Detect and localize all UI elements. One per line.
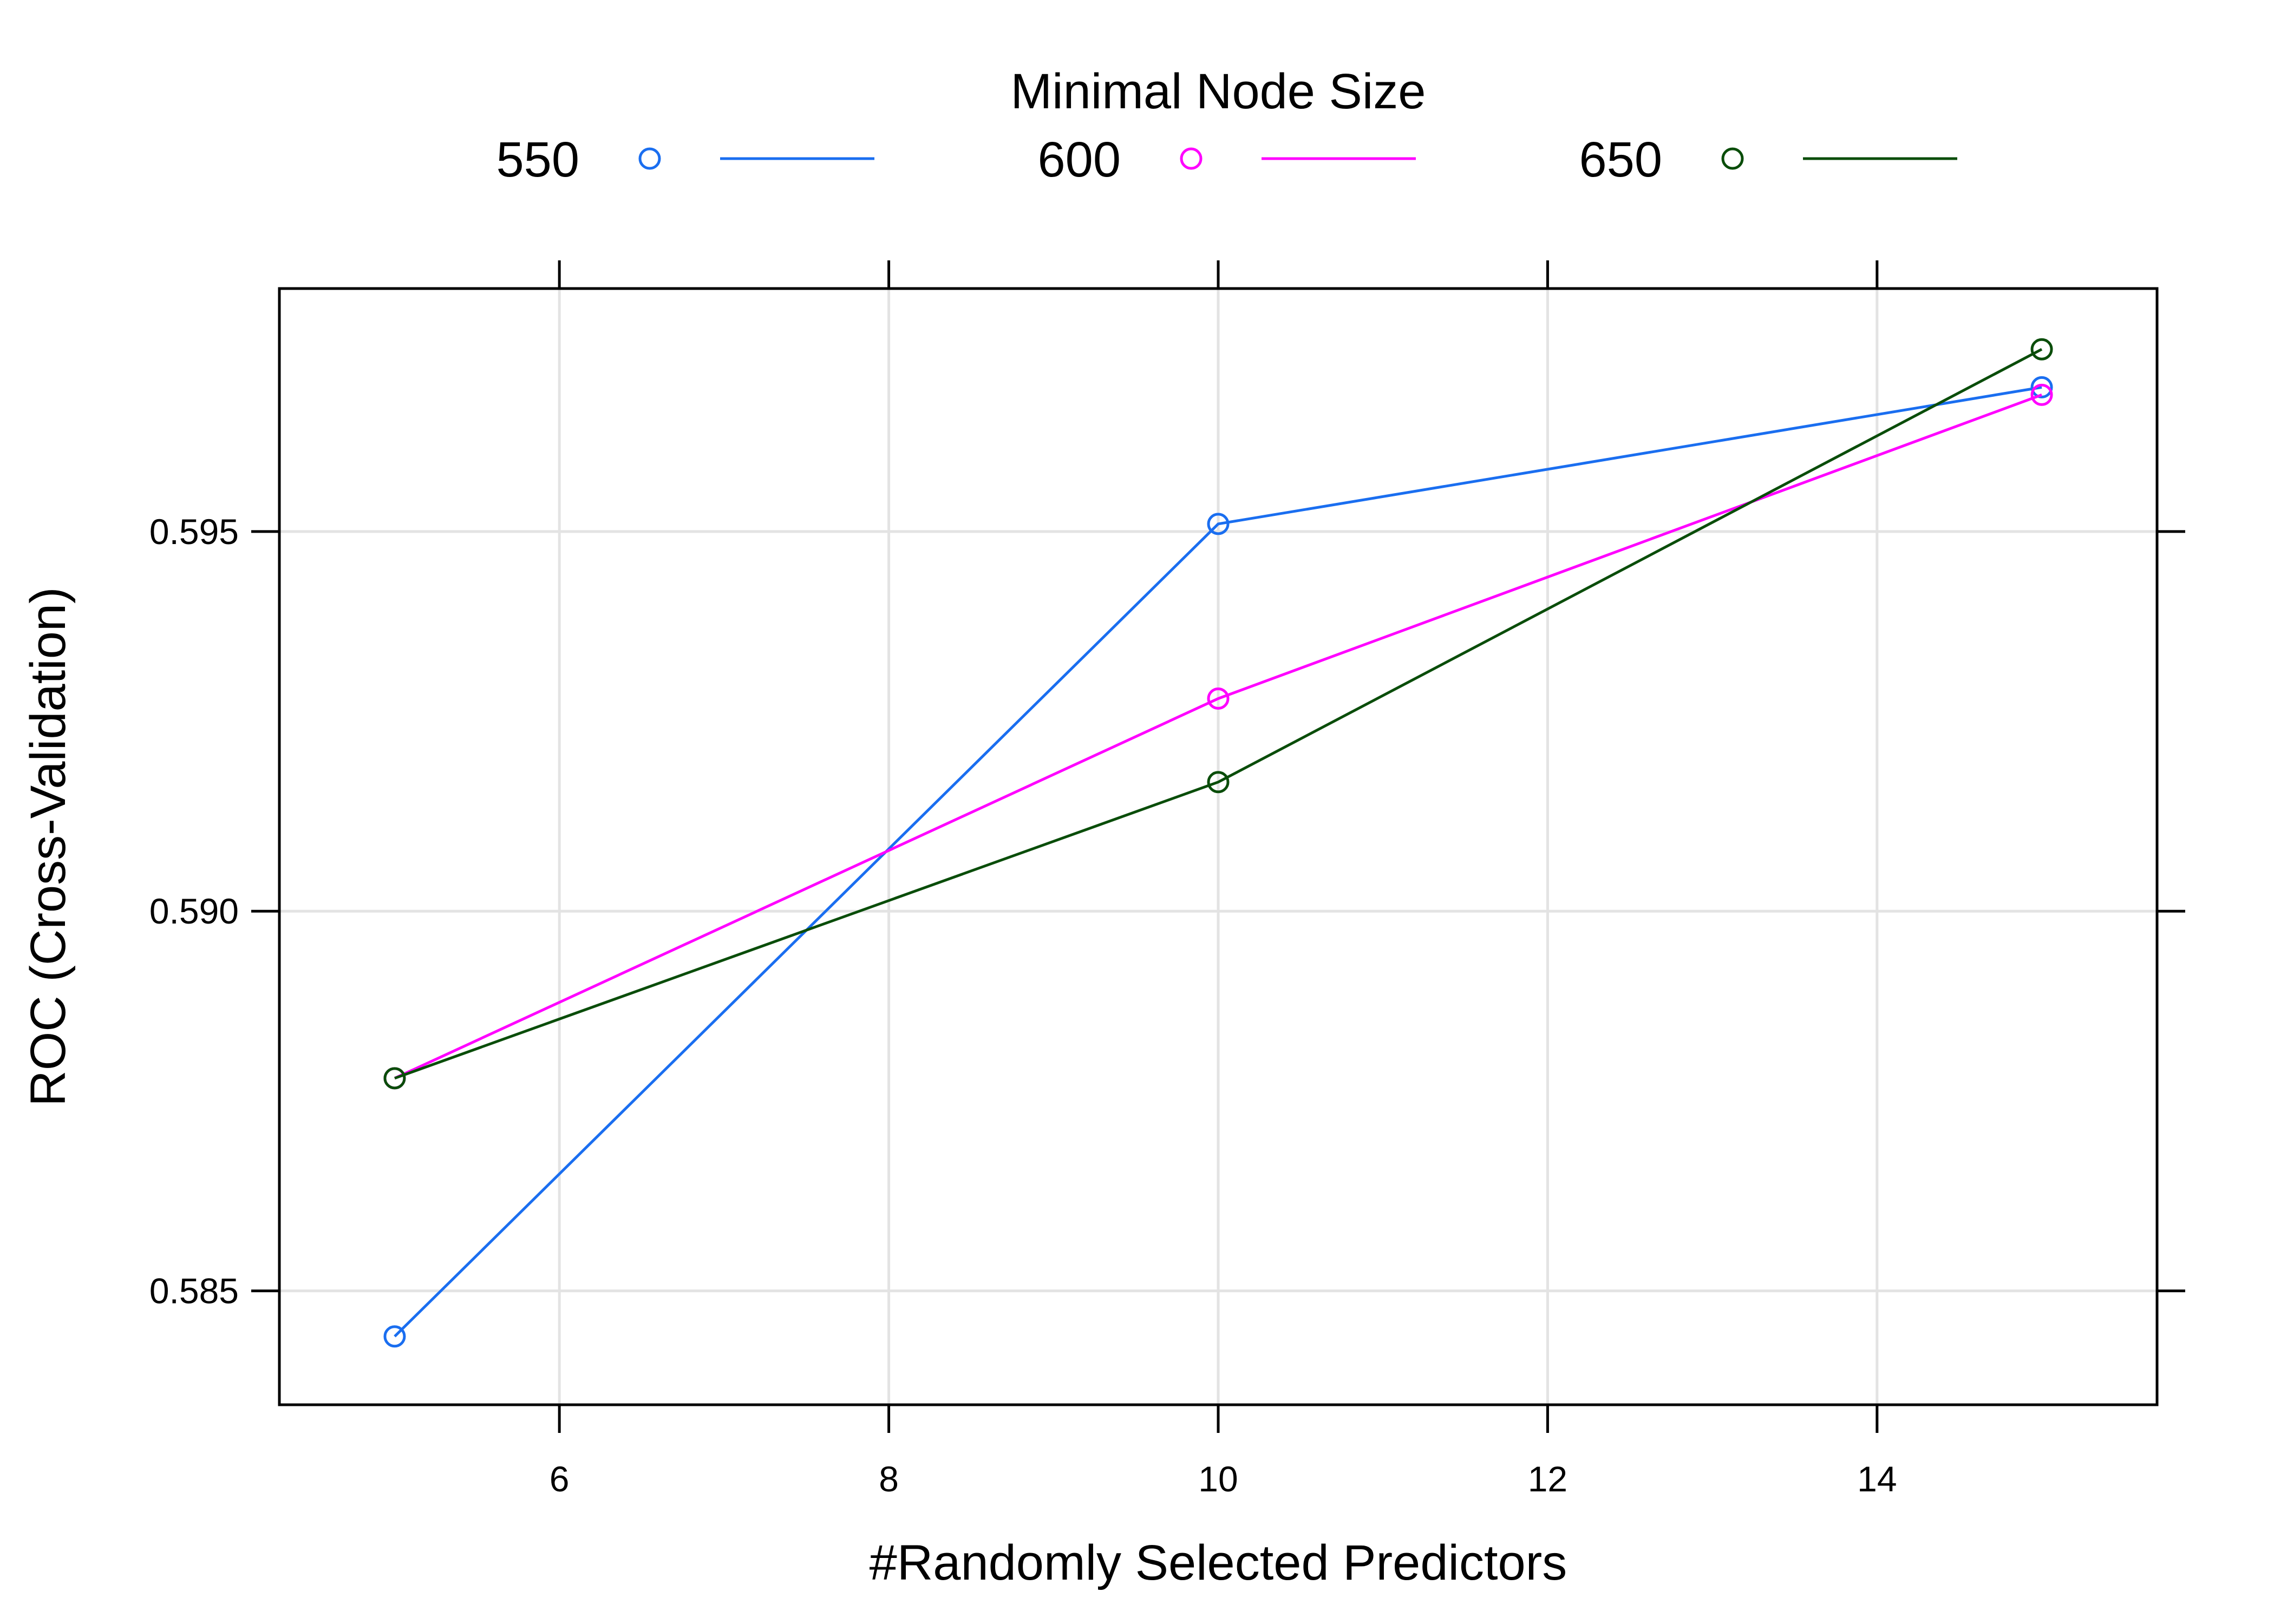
x-tick-label: 8: [879, 1459, 899, 1499]
x-tick-label: 12: [1528, 1459, 1567, 1499]
legend-entry-550: 550: [496, 132, 874, 187]
legend-marker: [1180, 147, 1203, 170]
data-point: [1207, 687, 1230, 710]
y-tick-label: 0.595: [149, 512, 239, 552]
legend-title: Minimal Node Size: [1011, 64, 1426, 119]
y-tick-label: 0.585: [149, 1271, 239, 1311]
data-point: [2030, 383, 2053, 406]
series-650: [383, 338, 2053, 1090]
legend-marker: [638, 147, 661, 170]
y-tick-label: 0.590: [149, 891, 239, 931]
x-tick-label: 14: [1857, 1459, 1897, 1499]
legend-label: 600: [1038, 132, 1121, 187]
y-axis-label: ROC (Cross-Validation): [21, 587, 76, 1106]
legend-marker: [1721, 147, 1744, 170]
data-point: [1207, 513, 1230, 535]
legend-entry-600: 600: [1038, 132, 1416, 187]
grid: [279, 289, 2157, 1405]
legend-label: 650: [1579, 132, 1663, 187]
x-tick-label: 6: [550, 1459, 570, 1499]
data-point: [2030, 338, 2053, 361]
series-line: [394, 348, 2043, 1080]
data-point: [2030, 376, 2053, 398]
legend-label: 550: [496, 132, 580, 187]
series-550: [383, 376, 2053, 1348]
series-line: [394, 394, 2042, 1080]
axis-ticks: 6 8 10 12 14 0.585 0.590 0.595: [149, 260, 2185, 1499]
data-point: [383, 1325, 406, 1348]
legend: Minimal Node Size 550 600 650: [496, 64, 1957, 187]
series-line: [394, 385, 2042, 1338]
series-layer: [383, 338, 2053, 1348]
data-point: [1207, 771, 1230, 794]
x-tick-label: 10: [1198, 1459, 1238, 1499]
x-axis-label: #Randomly Selected Predictors: [870, 1535, 1567, 1590]
legend-entry-650: 650: [1579, 132, 1957, 187]
data-point: [383, 1067, 406, 1090]
